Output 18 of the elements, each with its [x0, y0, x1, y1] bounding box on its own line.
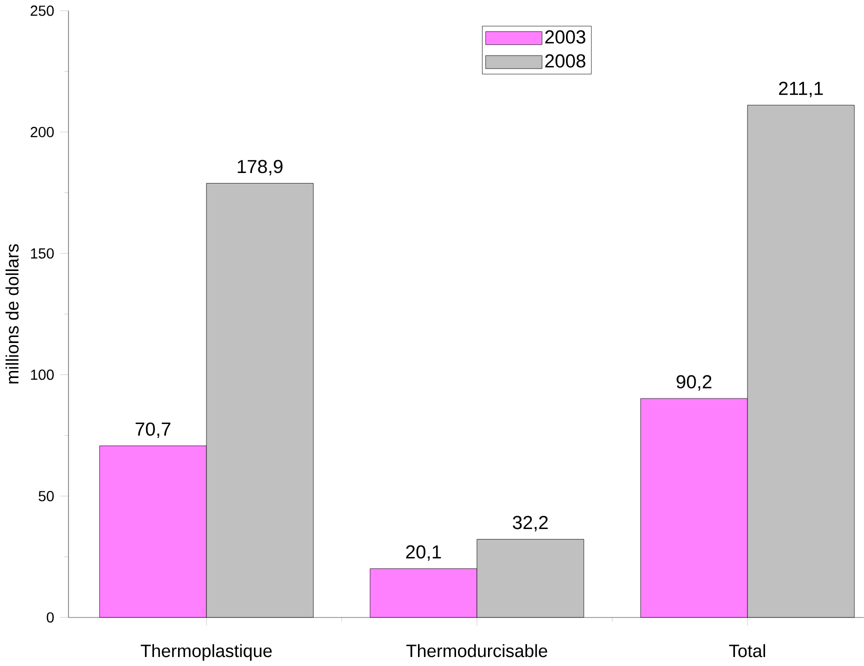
data-label: 90,2 [676, 375, 712, 391]
data-label: 178,9 [238, 160, 283, 176]
y-tick-label: 250 [30, 5, 54, 16]
legend-label: 2008 [545, 54, 586, 68]
x-tick-label: Thermoplastique [140, 644, 272, 661]
y-tick-label: 150 [31, 248, 54, 258]
y-tick-label: 50 [38, 490, 54, 502]
data-label: 70,7 [136, 422, 170, 438]
y-axis-title: millions de dollars [6, 244, 19, 384]
data-label: 32,2 [512, 516, 548, 532]
y-tick-label: 200 [30, 126, 54, 138]
legend-label: 2003 [545, 30, 586, 44]
y-tick-label: 0 [46, 612, 54, 622]
x-tick-label: Thermodurcisable [406, 644, 548, 658]
x-tick-label: Total [729, 644, 766, 658]
y-tick-label: 100 [31, 369, 54, 380]
data-label: 211,1 [779, 82, 823, 98]
data-label: 20,1 [406, 545, 441, 561]
